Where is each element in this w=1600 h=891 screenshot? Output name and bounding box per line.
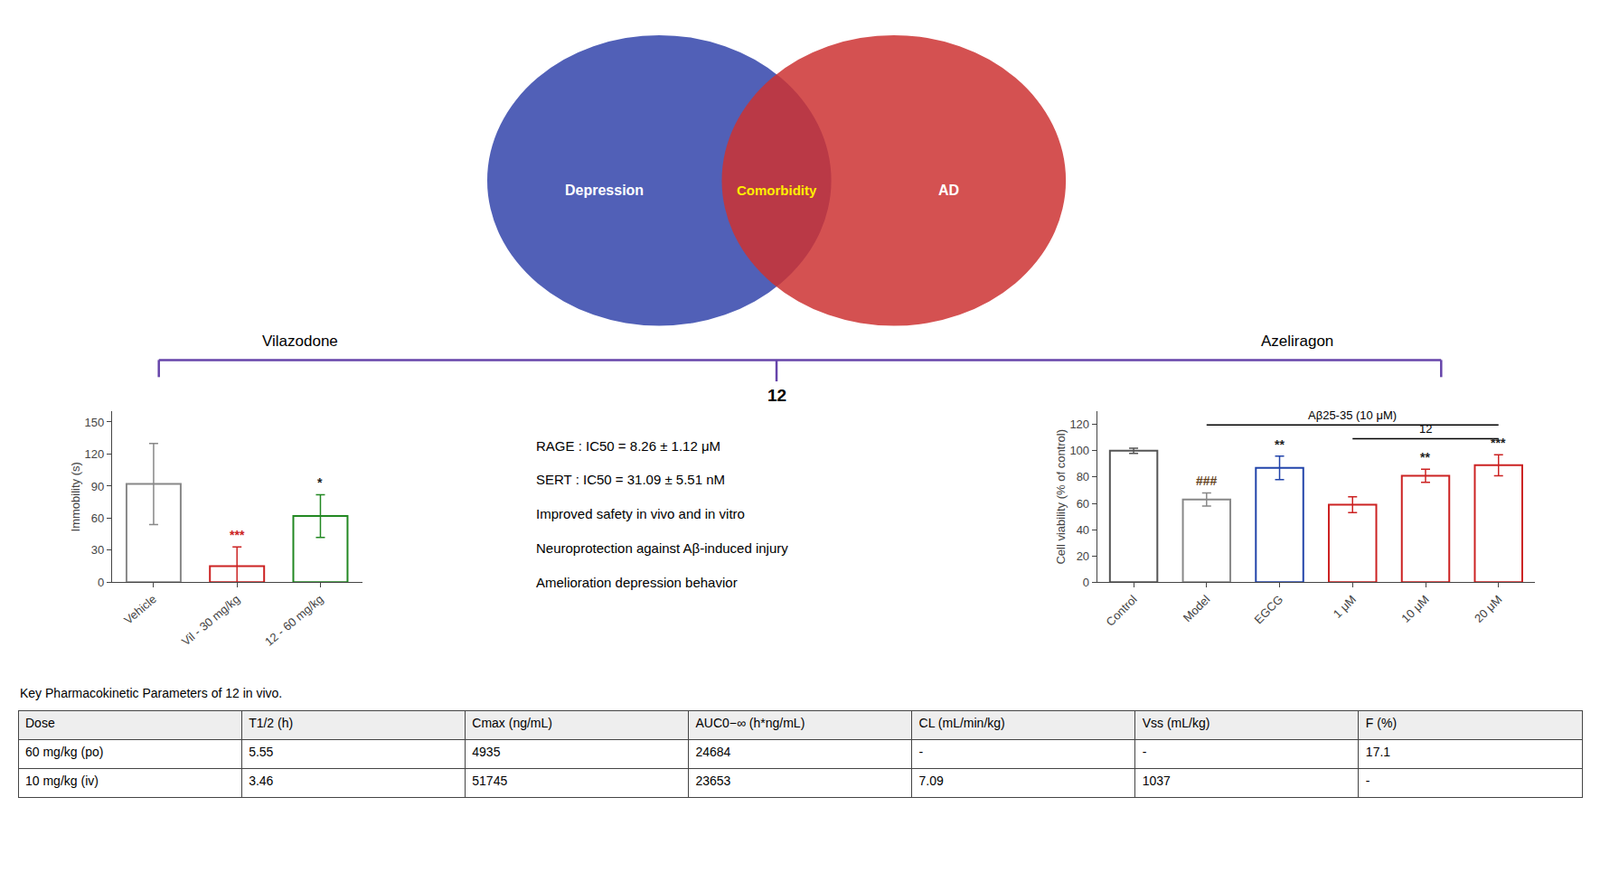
svg-text:120: 120	[1069, 417, 1090, 432]
svg-text:***: ***	[1490, 435, 1506, 451]
svg-text:T1/2 (h): T1/2 (h)	[248, 715, 293, 731]
svg-text:###: ###	[1195, 473, 1218, 489]
svg-text:Depression: Depression	[564, 182, 644, 198]
svg-text:RAGE : IC50 = 8.26 ± 1.12 μM: RAGE : IC50 = 8.26 ± 1.12 μM	[536, 438, 721, 454]
svg-text:0: 0	[97, 575, 104, 590]
svg-text:Control: Control	[1103, 592, 1140, 630]
svg-text:20 μM: 20 μM	[1471, 592, 1505, 626]
svg-text:60: 60	[91, 511, 104, 526]
svg-text:Comorbidity: Comorbidity	[736, 182, 818, 198]
svg-text:Vss (mL/kg): Vss (mL/kg)	[1142, 715, 1211, 731]
svg-text:12 - 60 mg/kg: 12 - 60 mg/kg	[262, 592, 327, 650]
svg-text:Vehicle: Vehicle	[121, 592, 160, 627]
svg-text:**: **	[1274, 437, 1285, 452]
svg-text:3.46: 3.46	[248, 773, 273, 789]
svg-text:**: **	[1420, 450, 1431, 465]
svg-text:4935: 4935	[471, 744, 500, 760]
svg-text:Cmax (ng/mL): Cmax (ng/mL)	[471, 715, 553, 731]
svg-text:30: 30	[91, 543, 104, 557]
svg-text:***: ***	[229, 527, 245, 543]
svg-text:5.55: 5.55	[248, 744, 273, 760]
svg-text:*: *	[317, 475, 323, 490]
svg-text:-: -	[1142, 744, 1148, 760]
svg-text:F (%): F (%)	[1365, 715, 1397, 731]
svg-text:0: 0	[1082, 575, 1090, 590]
svg-text:60 mg/kg (po): 60 mg/kg (po)	[25, 744, 104, 760]
svg-text:Vil - 30 mg/kg: Vil - 30 mg/kg	[178, 592, 243, 649]
svg-text:1037: 1037	[1142, 773, 1171, 789]
svg-text:90: 90	[91, 479, 104, 493]
svg-text:-: -	[919, 744, 924, 760]
svg-text:Azeliragon: Azeliragon	[1261, 332, 1334, 350]
svg-text:AUC0−∞ (h*ng/mL): AUC0−∞ (h*ng/mL)	[695, 715, 805, 731]
svg-text:Improved safety in vivo and in: Improved safety in vivo and in vitro	[536, 506, 745, 522]
svg-text:17.1: 17.1	[1365, 744, 1391, 760]
svg-text:Neuroprotection against Aβ-ind: Neuroprotection against Aβ-induced injur…	[536, 540, 789, 556]
svg-text:CL (mL/min/kg): CL (mL/min/kg)	[919, 715, 1006, 731]
svg-text:24684: 24684	[695, 744, 731, 760]
svg-text:Amelioration depression behavi: Amelioration depression behavior	[536, 574, 738, 591]
svg-text:10 mg/kg (iv): 10 mg/kg (iv)	[25, 773, 99, 789]
svg-text:Model: Model	[1180, 592, 1214, 626]
svg-text:AD: AD	[938, 182, 960, 198]
svg-text:10 μM: 10 μM	[1398, 592, 1431, 626]
svg-text:7.09: 7.09	[919, 773, 944, 789]
svg-text:51745: 51745	[471, 773, 508, 789]
svg-text:100: 100	[1069, 443, 1090, 458]
svg-text:Cell viability (% of control): Cell viability (% of control)	[1054, 429, 1068, 565]
svg-text:1 μM: 1 μM	[1330, 592, 1359, 622]
svg-text:60: 60	[1076, 497, 1090, 511]
svg-text:Aβ25-35 (10 μM): Aβ25-35 (10 μM)	[1308, 408, 1397, 423]
svg-text:EGCG: EGCG	[1251, 592, 1287, 628]
svg-text:20: 20	[1076, 549, 1090, 564]
svg-text:Vilazodone: Vilazodone	[262, 332, 339, 350]
svg-text:Key Pharmacokinetic Parameters: Key Pharmacokinetic Parameters of 12 in …	[19, 686, 283, 701]
svg-text:SERT : IC50 = 31.09 ± 5.51 nM: SERT : IC50 = 31.09 ± 5.51 nM	[536, 471, 725, 488]
svg-text:-: -	[1365, 773, 1371, 789]
svg-text:80: 80	[1076, 470, 1090, 484]
svg-text:150: 150	[84, 415, 104, 430]
svg-text:40: 40	[1076, 523, 1090, 537]
svg-text:23653: 23653	[695, 773, 731, 789]
svg-text:12: 12	[1419, 422, 1432, 436]
svg-text:120: 120	[84, 447, 104, 462]
svg-text:Dose: Dose	[25, 715, 56, 731]
svg-text:12: 12	[767, 385, 787, 405]
svg-text:Immobility (s): Immobility (s)	[68, 461, 83, 532]
